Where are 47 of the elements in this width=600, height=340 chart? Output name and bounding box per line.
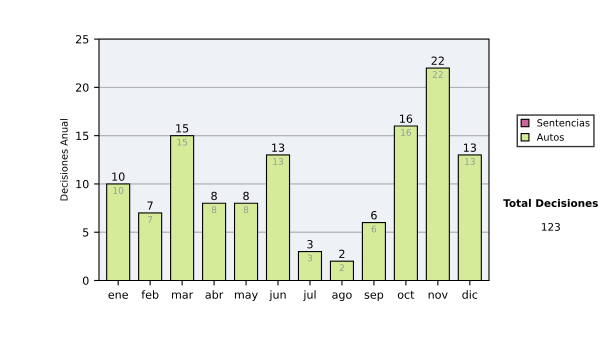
x-tick-label: jun [269,290,286,301]
data-label: 2 [340,264,344,271]
data-label: 8 [212,206,216,214]
y-tick-label: 25 [76,35,88,44]
total-label: 13 [464,143,476,152]
data-label: 8 [244,206,248,214]
y-tick-label: 10 [76,180,89,188]
data-label: 6 [372,226,376,232]
y-tick-label: 5 [83,228,88,237]
total-label: 8 [243,192,249,200]
data-label: 3 [308,254,312,262]
x-tick-label: ago [332,292,352,301]
data-label: 22 [432,71,443,78]
text: Total Decisiones [503,198,598,208]
total-label: 3 [307,240,313,248]
legend-label: Autos [536,134,564,141]
data-label: 16 [401,129,412,136]
y-tick-label: 0 [82,276,89,285]
total-label: 15 [176,124,188,133]
data-label: 7 [148,216,152,223]
total-label: 2 [339,250,344,258]
total-label: 8 [211,192,217,200]
y-tick-label: 15 [76,132,88,140]
total-label: 13 [272,143,284,152]
total-label: 16 [400,114,412,123]
legend-label: Sentencias [537,118,590,127]
x-tick-label: nov [428,292,448,299]
y-tick-label: 20 [76,83,89,92]
x-tick-label: ene [108,292,128,299]
text: 123 [542,222,560,231]
data-label: 13 [273,158,284,165]
x-tick-label: dic [462,290,478,299]
data-label: 13 [465,158,475,165]
total-label: 7 [148,202,153,210]
x-tick-label: jul [303,290,316,301]
x-tick-label: oct [398,290,414,299]
x-tick-label: feb [142,290,158,299]
total-label: 10 [112,172,125,181]
data-label: 15 [177,138,188,146]
y-axis-title: Decisiones Anual [60,119,68,200]
x-tick-label: abr [206,290,224,299]
x-tick-label: sep [364,292,384,301]
total-label: 6 [371,211,377,220]
data-label: 10 [113,186,124,194]
x-tick-label: mar [172,292,194,299]
total-label: 22 [432,56,444,65]
x-tick-label: may [234,292,258,301]
